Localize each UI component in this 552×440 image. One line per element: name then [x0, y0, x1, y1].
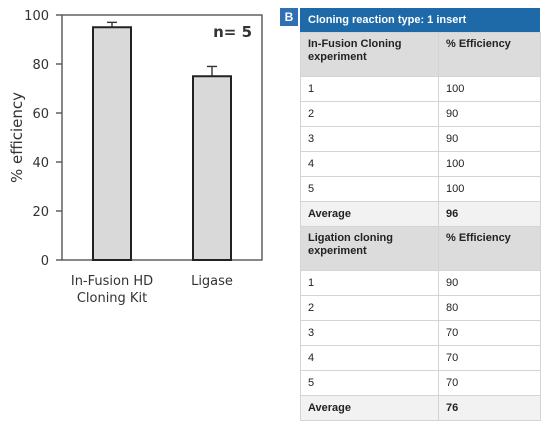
table-row: 4 100: [300, 151, 541, 177]
section-header-row: In-Fusion Cloning experiment% Efficiency: [300, 32, 541, 77]
efficiency-value: 100: [438, 151, 541, 177]
section-header-row: Ligation cloning experiment% Efficiency: [300, 226, 541, 271]
plot-frame: [61, 14, 263, 261]
section-header-experiment: Ligation cloning experiment: [300, 226, 439, 271]
efficiency-value: 100: [438, 76, 541, 102]
panel-letter: B: [280, 8, 298, 26]
bar-chart: 0 20 40 60 80 100 % efficiency In-Fusion HD Clon…: [8, 9, 263, 306]
table-row: 3 90: [300, 126, 541, 152]
table-row: 3 70: [300, 320, 541, 346]
x-tick-label: Cloning Kit: [77, 291, 147, 306]
bar: [192, 75, 232, 261]
experiment-number: 3: [300, 320, 439, 346]
section-header-experiment: In-Fusion Cloning experiment: [300, 32, 439, 77]
efficiency-value: 100: [438, 176, 541, 202]
efficiency-value: 70: [438, 345, 541, 371]
table-row: 2 80: [300, 295, 541, 321]
table-title: Cloning reaction type: 1 insert: [300, 8, 540, 32]
efficiency-value: 80: [438, 295, 541, 321]
table-row: 5 70: [300, 370, 541, 396]
y-tick-label: 100: [24, 9, 49, 24]
x-tick-label: In-Fusion HD: [71, 274, 153, 289]
experiment-number: 1: [300, 270, 439, 296]
table-row: 4 70: [300, 345, 541, 371]
x-tick-label: Ligase: [191, 274, 233, 289]
experiment-number: 5: [300, 370, 439, 396]
section-header-efficiency: % Efficiency: [438, 32, 541, 77]
average-label: Average: [300, 395, 439, 421]
y-tick-label: 80: [32, 58, 49, 73]
efficiency-value: 70: [438, 370, 541, 396]
average-label: Average: [300, 201, 439, 227]
efficiency-value: 90: [438, 270, 541, 296]
y-axis-label: % efficiency: [8, 92, 26, 183]
efficiency-value: 90: [438, 126, 541, 152]
experiment-number: 5: [300, 176, 439, 202]
efficiency-value: 90: [438, 101, 541, 127]
average-value: 96: [438, 201, 541, 227]
experiment-number: 4: [300, 345, 439, 371]
y-tick-label: 60: [32, 107, 49, 122]
table-row: 2 90: [300, 101, 541, 127]
average-value: 76: [438, 395, 541, 421]
y-tick-label: 40: [32, 156, 49, 171]
experiment-number: 1: [300, 76, 439, 102]
efficiency-value: 70: [438, 320, 541, 346]
efficiency-panel: B Cloning reaction type: 1 insert In-Fus…: [280, 8, 541, 421]
section-header-efficiency: % Efficiency: [438, 226, 541, 271]
table-row: 1 100: [300, 76, 541, 102]
experiment-number: 2: [300, 295, 439, 321]
average-row: Average 76: [300, 395, 541, 421]
bar: [92, 26, 132, 261]
annotation: n= 5: [213, 23, 252, 41]
average-row: Average 96: [300, 201, 541, 227]
efficiency-table: In-Fusion Cloning experiment% Efficiency…: [300, 32, 541, 421]
experiment-number: 3: [300, 126, 439, 152]
y-tick-label: 20: [32, 205, 49, 220]
table-row: 5 100: [300, 176, 541, 202]
experiment-number: 2: [300, 101, 439, 127]
y-tick-label: 0: [41, 254, 49, 269]
experiment-number: 4: [300, 151, 439, 177]
table-row: 1 90: [300, 270, 541, 296]
